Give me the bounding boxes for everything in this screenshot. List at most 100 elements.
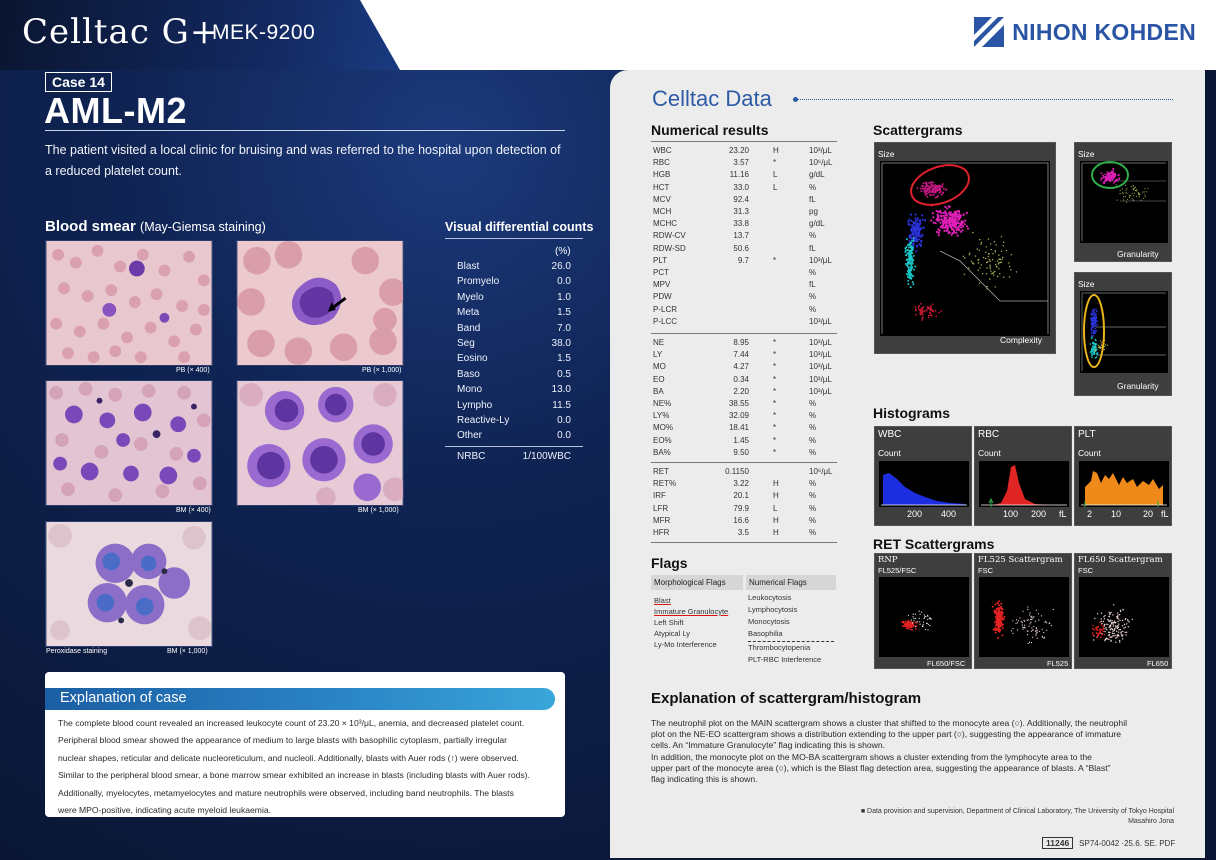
numerical-row: MO% 18.41 *% bbox=[653, 423, 838, 435]
param-flag: * bbox=[773, 447, 777, 457]
case-title: AML-M2 bbox=[44, 90, 187, 131]
param-name: MCV bbox=[653, 194, 671, 204]
company-name: NIHON KOHDEN bbox=[1012, 18, 1196, 45]
vd-value: 0.0 bbox=[557, 415, 571, 426]
morph-flag-item: Ly-Mo Interference bbox=[654, 640, 717, 649]
micrograph-caption: BM (× 1,000) bbox=[358, 507, 399, 514]
numerical-row: WBC 23.20 H 10³/μL bbox=[653, 146, 838, 158]
ret-xlabel: FL525 bbox=[1047, 659, 1069, 668]
hist-ylabel: Count bbox=[978, 448, 1001, 458]
param-flag: H bbox=[773, 528, 779, 537]
param-name: BA% bbox=[653, 447, 671, 457]
micrograph-bm-peroxidase bbox=[45, 521, 213, 647]
param-name: PCT bbox=[653, 268, 669, 277]
param-value: 0.34 bbox=[733, 374, 749, 384]
plt-hist-plot bbox=[1079, 461, 1169, 507]
numerical-row: LFR 79.9 L% bbox=[653, 504, 838, 516]
flags-heading: Flags bbox=[651, 555, 688, 571]
param-unit: 10³/μL bbox=[809, 146, 832, 155]
hist-tick: 400 bbox=[941, 509, 957, 519]
param-name: EO bbox=[653, 374, 665, 384]
numeric-flag-item: Leukocytosis bbox=[748, 593, 792, 602]
nr-rule bbox=[651, 542, 837, 543]
text-line: The neutrophil plot on the MAIN scatterg… bbox=[651, 718, 1128, 728]
doc-code: SP74-0042 ·25.6. SE. PDF bbox=[1079, 838, 1176, 848]
rnp-plot bbox=[879, 577, 969, 657]
morph-flags-header: Morphological Flags bbox=[651, 575, 743, 590]
param-flag: * bbox=[773, 362, 777, 372]
nr-rule bbox=[651, 141, 837, 142]
param-value: 0.1150 bbox=[725, 467, 749, 476]
vd-name: Baso bbox=[457, 368, 480, 380]
param-value: 92.4 bbox=[733, 194, 749, 204]
param-unit: % bbox=[809, 447, 817, 457]
document-number: 11246 SP74-0042 ·25.6. SE. PDF bbox=[1042, 837, 1175, 849]
ret-title: FL525 Scattergram bbox=[978, 555, 1063, 565]
numerical-row: NE% 38.55 *% bbox=[653, 399, 838, 411]
micrograph-caption: PB (× 400) bbox=[176, 367, 210, 374]
numeric-flag-item: Thrombocytopenia bbox=[748, 643, 811, 652]
visual-diff-row: Myelo 1.0 bbox=[457, 292, 571, 303]
vd-value: 11.5 bbox=[552, 399, 571, 411]
numerical-row: PDW% bbox=[653, 292, 838, 304]
ret-scattergrams-heading: RET Scattergrams bbox=[873, 536, 995, 552]
flags-dashed-divider bbox=[748, 641, 834, 642]
vd-name: Reactive-Ly bbox=[457, 415, 510, 426]
axis-label-y: Size bbox=[1078, 149, 1095, 159]
explanation-scatter-text: The neutrophil plot on the MAIN scatterg… bbox=[651, 718, 1175, 785]
param-value: 9.7 bbox=[737, 255, 749, 265]
param-value: 3.5 bbox=[737, 528, 749, 537]
blood-smear-heading: Blood smear (May-Giemsa staining) bbox=[45, 218, 266, 235]
param-value: 33.8 bbox=[733, 219, 749, 229]
visual-diff-rule bbox=[445, 238, 583, 239]
morph-flag-item: Atypical Ly bbox=[654, 629, 690, 638]
micrograph-image bbox=[46, 381, 212, 505]
visual-diff-heading: Visual differential counts bbox=[445, 220, 594, 234]
visual-diff-row: Band 7.0 bbox=[457, 323, 571, 334]
param-unit: 10⁶/μL bbox=[809, 158, 833, 168]
param-name: LY% bbox=[653, 411, 670, 421]
param-name: P-LCR bbox=[653, 304, 678, 314]
micrograph-image bbox=[237, 381, 403, 505]
title-dotted-rule bbox=[795, 99, 1173, 100]
text-line: flag indicating this is shown. bbox=[651, 774, 758, 785]
param-flag: H bbox=[773, 146, 779, 155]
param-unit: % bbox=[809, 515, 817, 525]
param-flag: * bbox=[773, 374, 777, 384]
param-unit: % bbox=[809, 182, 817, 192]
credit-line: Masahiro Jona bbox=[1128, 818, 1174, 825]
param-unit: % bbox=[809, 503, 817, 513]
numerical-row: RET 0.1150 10⁶/μL bbox=[653, 467, 838, 479]
visual-diff-pct-header: (%) bbox=[555, 246, 571, 257]
param-unit: 10³/μL bbox=[809, 255, 832, 265]
morph-flag-item: Blast bbox=[654, 596, 671, 605]
param-value: 16.6 bbox=[733, 515, 749, 525]
vd-value: 0.0 bbox=[557, 276, 571, 288]
numeric-flag-item: Monocytosis bbox=[748, 617, 790, 626]
explanation-scatter-heading: Explanation of scattergram/histogram bbox=[651, 690, 922, 707]
param-unit: 10³/μL bbox=[809, 338, 832, 347]
param-unit: % bbox=[809, 399, 817, 408]
param-flag: * bbox=[773, 411, 777, 421]
param-flag: L bbox=[773, 182, 778, 192]
ne-eo-scattergram: Size Granularity bbox=[1074, 142, 1172, 262]
hist-tick: 10 bbox=[1111, 509, 1122, 519]
ret-ylabel: FSC bbox=[1078, 566, 1093, 575]
param-unit: % bbox=[809, 491, 817, 501]
intro-line: The patient visited a local clinic for b… bbox=[45, 143, 561, 157]
numerical-row: BA% 9.50 *% bbox=[653, 448, 838, 460]
vd-name: Blast bbox=[457, 261, 480, 272]
param-value: 50.6 bbox=[733, 243, 749, 253]
histograms-heading: Histograms bbox=[873, 405, 951, 421]
param-flag: * bbox=[773, 158, 777, 168]
param-name: LFR bbox=[653, 503, 669, 513]
wbc-histogram: WBC Count 200 400 bbox=[874, 426, 972, 526]
smear-title: Blood smear bbox=[45, 218, 136, 235]
param-value: 11.16 bbox=[729, 170, 749, 180]
axis-label-y: Size bbox=[878, 149, 895, 159]
numerical-row: RBC 3.57 * 10⁶/μL bbox=[653, 158, 838, 170]
param-value: 7.44 bbox=[733, 350, 749, 360]
param-value: 8.95 bbox=[733, 338, 749, 347]
doc-number-box: 11246 bbox=[1042, 837, 1074, 849]
main-scatter-plot bbox=[880, 161, 1050, 336]
